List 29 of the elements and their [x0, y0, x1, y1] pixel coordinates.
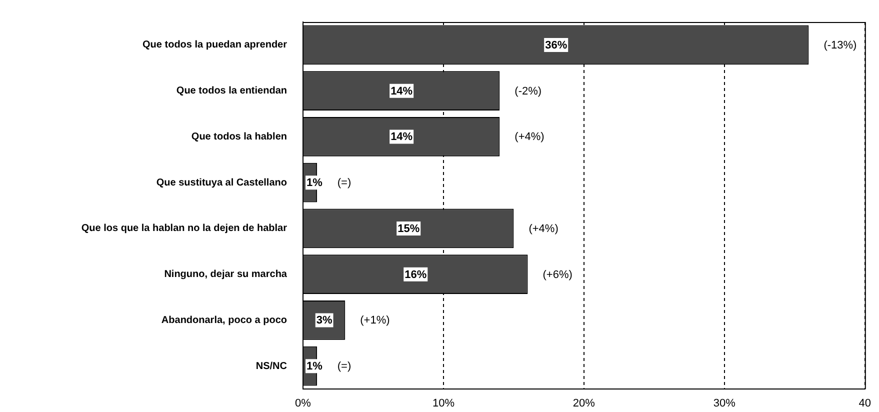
data-label: 14% [390, 131, 413, 144]
x-tick-label: 20% [572, 398, 596, 410]
data-label: 14% [390, 85, 413, 98]
y-tick-label: Que todos la entiendan [176, 86, 287, 97]
data-label: 16% [404, 268, 427, 281]
annotation: (-13%) [824, 39, 857, 52]
annotation: (+4%) [528, 222, 558, 235]
x-tick-label: 30% [713, 398, 736, 410]
x-tick-label: 0% [295, 398, 312, 410]
y-tick-label: Que todos la hablen [191, 131, 287, 142]
y-tick-label: Que los que la hablan no la dejen de hablar [81, 223, 288, 234]
x-tick-label: 40 [858, 398, 872, 410]
annotation: (=) [337, 177, 352, 190]
annotation: (-2%) [514, 85, 542, 98]
annotation: (+1%) [360, 314, 390, 327]
data-label: 1% [306, 177, 323, 190]
annotation: (+4%) [514, 131, 544, 144]
annotation: (=) [337, 360, 352, 373]
y-tick-label: Que todos la puedan aprender [142, 40, 288, 51]
x-tick-label: 10% [432, 398, 455, 410]
data-label: 3% [316, 314, 332, 327]
data-label: 15% [398, 222, 420, 235]
y-tick-label: Ninguno, dejar su marcha [164, 269, 288, 280]
data-label: 36% [545, 39, 568, 52]
y-tick-label: NS/NC [256, 360, 287, 372]
data-label: 1% [306, 360, 323, 373]
y-tick-label: Abandonarla, poco a poco [161, 314, 287, 326]
annotation: (+6%) [542, 268, 572, 281]
y-tick-label: Que sustituya al Castellano [156, 177, 287, 188]
